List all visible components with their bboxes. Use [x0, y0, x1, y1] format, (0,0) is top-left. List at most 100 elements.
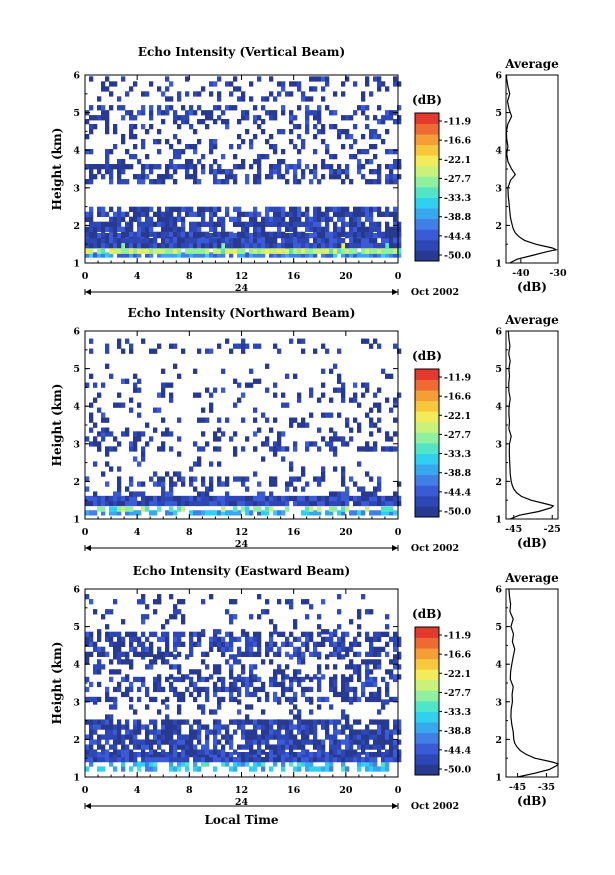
heatmap-cell	[293, 248, 298, 254]
heatmap-cell	[209, 232, 214, 239]
heatmap-cell	[165, 242, 170, 249]
heatmap-cell	[97, 734, 102, 740]
heatmap-cell	[301, 756, 306, 763]
heatmap-cell	[353, 696, 358, 703]
heatmap-cell	[321, 756, 326, 763]
heatmap-cell	[89, 641, 94, 647]
heatmap-cell	[285, 402, 290, 408]
heatmap-cell	[117, 179, 122, 185]
heatmap-cell	[385, 756, 390, 763]
heatmap-cell	[341, 761, 346, 767]
heatmap-cell	[309, 761, 314, 767]
heatmap-cell	[289, 466, 294, 472]
heatmap-cell	[397, 164, 402, 170]
heatmap-cell	[361, 382, 366, 388]
heatmap-cell	[269, 491, 274, 497]
heatmap-cell	[165, 729, 170, 735]
heatmap-cell	[173, 749, 178, 755]
heatmap-cell	[157, 206, 162, 212]
heatmap-cell	[377, 719, 382, 725]
heatmap-cell	[213, 105, 218, 111]
heatmap-cell	[301, 734, 306, 740]
heatmap-cell	[185, 719, 190, 725]
heatmap-cell	[181, 221, 186, 227]
heatmap-cell	[197, 739, 202, 745]
heatmap-cell	[349, 221, 354, 227]
heatmap-cell	[305, 766, 310, 772]
heatmap-cell	[177, 373, 182, 379]
heatmap-cell	[153, 139, 158, 145]
heatmap-cell	[177, 242, 182, 249]
heatmap-cell	[97, 232, 102, 239]
heatmap-cell	[85, 226, 90, 232]
heatmap-cell	[245, 500, 250, 507]
heatmap-cell	[165, 696, 170, 703]
heatmap-cell	[385, 510, 390, 516]
heatmap-cell	[181, 237, 186, 244]
heatmap-cell	[165, 500, 170, 507]
heatmap-cell	[345, 221, 350, 227]
heatmap-cell	[301, 221, 306, 227]
heatmap-cell	[205, 486, 210, 492]
heatmap-cell	[357, 739, 362, 745]
heatmap-cell	[209, 674, 214, 680]
heatmap-cell	[309, 242, 314, 249]
colorbar-tick-label: -50.0	[444, 765, 471, 776]
heatmap-cell	[293, 174, 298, 180]
heatmap-cell	[269, 631, 274, 637]
heatmap-cell	[237, 237, 242, 244]
heatmap-cell	[381, 237, 386, 244]
heatmap-cell	[221, 510, 226, 516]
heatmap-cell	[157, 164, 162, 170]
heatmap-cell	[237, 397, 242, 403]
heatmap-cell	[397, 729, 402, 735]
heatmap-cell	[129, 681, 134, 688]
heatmap-cell	[277, 749, 282, 755]
heatmap-cell	[297, 495, 302, 502]
heatmap-cell	[177, 417, 182, 423]
heatmap-cell	[257, 696, 262, 703]
heatmap-cell	[141, 242, 146, 249]
avg-x-tick-label: -45	[505, 524, 522, 535]
heatmap-cell	[241, 164, 246, 170]
heatmap-cell	[249, 636, 254, 642]
heatmap-cell	[261, 456, 266, 462]
heatmap-cell	[145, 221, 150, 227]
heatmap-cell	[249, 756, 254, 763]
heatmap-cell	[321, 211, 326, 217]
heatmap-cell	[345, 724, 350, 730]
heatmap-cell	[189, 510, 194, 516]
heatmap-cell	[353, 651, 358, 657]
heatmap-cell	[189, 124, 194, 130]
heatmap-cell	[273, 500, 278, 507]
heatmap-cell	[157, 500, 162, 507]
heatmap-cell	[285, 179, 290, 185]
heatmap-cell	[89, 631, 94, 637]
heatmap-cell	[309, 729, 314, 735]
heatmap-cell	[149, 476, 154, 482]
heatmap-cell	[105, 427, 110, 433]
heatmap-cell	[337, 594, 342, 600]
heatmap-cell	[349, 641, 354, 647]
heatmap-cell	[333, 651, 338, 657]
heatmap-cell	[173, 664, 178, 670]
heatmap-cell	[301, 252, 306, 258]
heatmap-cell	[349, 476, 354, 482]
heatmap-cell	[173, 237, 178, 244]
heatmap-cell	[141, 724, 146, 730]
heatmap-cell	[265, 724, 270, 730]
heatmap-cell	[321, 476, 326, 482]
x-tick-label: 0	[82, 527, 89, 538]
heatmap-cell	[249, 216, 254, 222]
colorbar-tick-label: -44.4	[444, 231, 471, 242]
heatmap-cell	[177, 216, 182, 222]
heatmap-cell	[345, 646, 350, 652]
heatmap-cell	[269, 115, 274, 121]
heatmap-cell	[381, 724, 386, 730]
heatmap-cell	[297, 221, 302, 227]
heatmap-cell	[385, 373, 390, 379]
heatmap-cell	[233, 614, 238, 620]
heatmap-cell	[289, 206, 294, 212]
heatmap-cell	[273, 744, 278, 750]
heatmap-cell	[349, 134, 354, 140]
